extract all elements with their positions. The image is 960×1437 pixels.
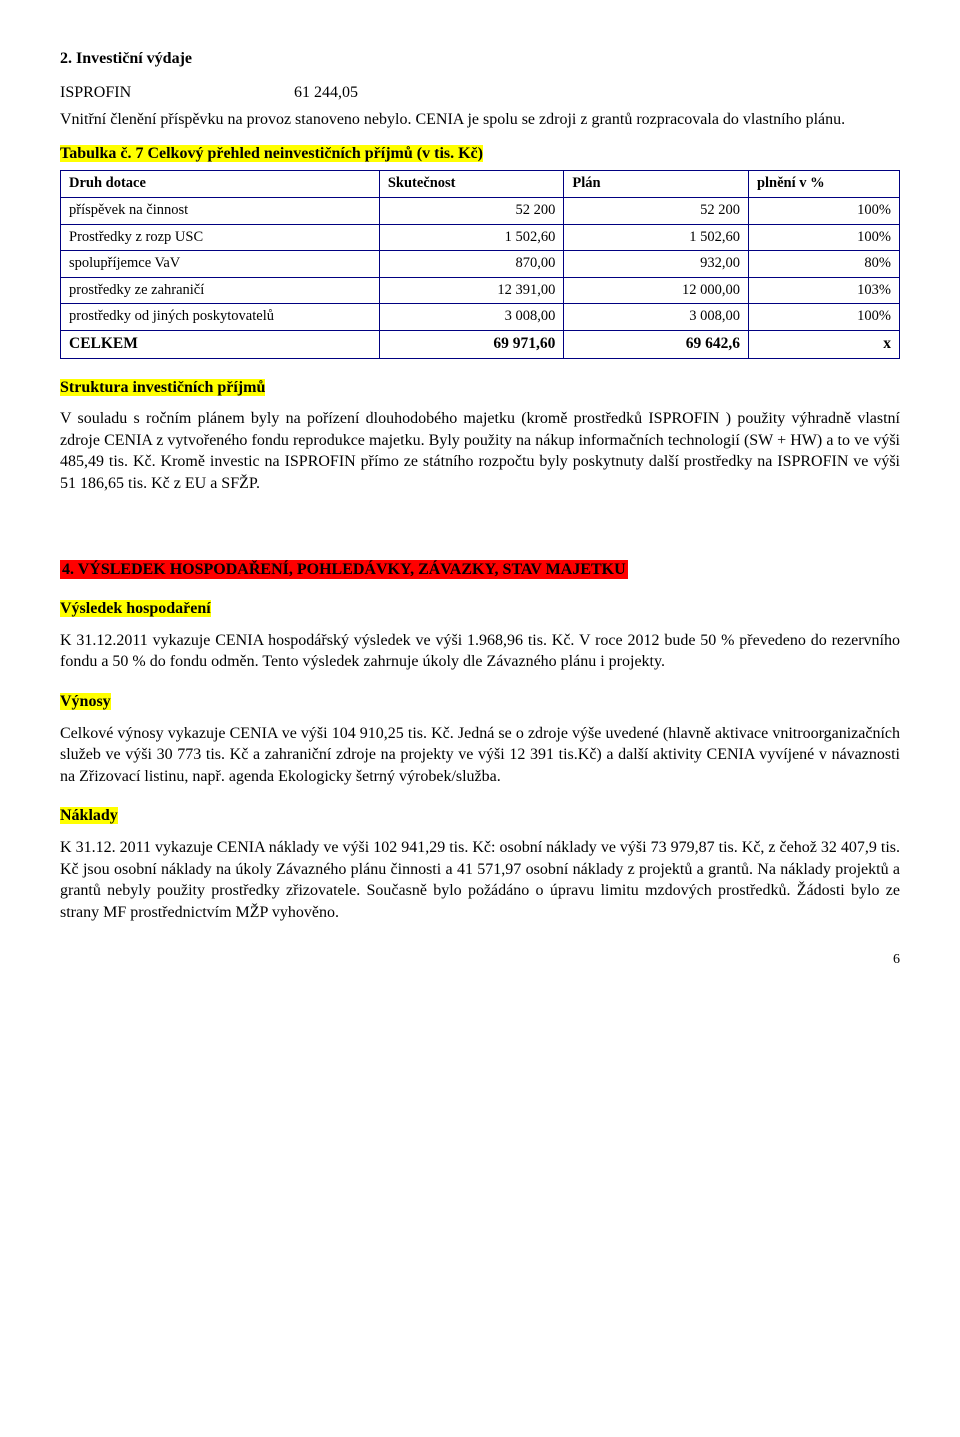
struct-paragraph: V souladu s ročním plánem byly na poříze… xyxy=(60,408,900,494)
row-value: 103% xyxy=(748,277,899,304)
row-label: příspěvek na činnost xyxy=(61,197,380,224)
vynosy-heading: Výnosy xyxy=(60,691,900,713)
row-value: 1 502,60 xyxy=(379,224,564,251)
vh-paragraph: K 31.12.2011 vykazuje CENIA hospodářský … xyxy=(60,630,900,673)
vynosy-heading-text: Výnosy xyxy=(60,693,111,710)
row-value: 932,00 xyxy=(564,251,749,278)
vh-heading-text: Výsledek hospodaření xyxy=(60,600,211,617)
table-header-row: Druh dotace Skutečnost Plán plnění v % xyxy=(61,171,900,198)
col-header: Druh dotace xyxy=(61,171,380,198)
income-table: Druh dotace Skutečnost Plán plnění v % p… xyxy=(60,170,900,358)
section2-paragraph: Vnitřní členění příspěvku na provoz stan… xyxy=(60,109,900,131)
section4-banner: 4. VÝSLEDEK HOSPODAŘENÍ, POHLEDÁVKY, ZÁV… xyxy=(60,559,900,581)
section4-heading: 4. VÝSLEDEK HOSPODAŘENÍ, POHLEDÁVKY, ZÁV… xyxy=(60,560,628,579)
row-value: 52 200 xyxy=(379,197,564,224)
spacer xyxy=(60,531,900,559)
vh-heading: Výsledek hospodaření xyxy=(60,598,900,620)
row-label: prostředky od jiných poskytovatelů xyxy=(61,304,380,331)
col-header: plnění v % xyxy=(748,171,899,198)
row-value: 100% xyxy=(748,197,899,224)
isprofin-label: ISPROFIN xyxy=(60,82,290,104)
col-header: Skutečnost xyxy=(379,171,564,198)
naklady-paragraph: K 31.12. 2011 vykazuje CENIA náklady ve … xyxy=(60,837,900,923)
row-value: 870,00 xyxy=(379,251,564,278)
section2-heading: 2. Investiční výdaje xyxy=(60,48,900,70)
total-value: 69 642,6 xyxy=(564,330,749,358)
struct-heading: Struktura investičních příjmů xyxy=(60,377,900,399)
total-label: CELKEM xyxy=(61,330,380,358)
naklady-heading: Náklady xyxy=(60,805,900,827)
struct-heading-text: Struktura investičních příjmů xyxy=(60,379,265,396)
row-value: 12 391,00 xyxy=(379,277,564,304)
table-row: prostředky od jiných poskytovatelů 3 008… xyxy=(61,304,900,331)
table-total-row: CELKEM 69 971,60 69 642,6 x xyxy=(61,330,900,358)
row-value: 100% xyxy=(748,304,899,331)
table-row: Prostředky z rozp USC 1 502,60 1 502,60 … xyxy=(61,224,900,251)
col-header: Plán xyxy=(564,171,749,198)
row-value: 3 008,00 xyxy=(379,304,564,331)
row-label: spolupříjemce VaV xyxy=(61,251,380,278)
total-value: 69 971,60 xyxy=(379,330,564,358)
vynosy-paragraph: Celkové výnosy vykazuje CENIA ve výši 10… xyxy=(60,723,900,788)
table-row: prostředky ze zahraničí 12 391,00 12 000… xyxy=(61,277,900,304)
table-caption: Tabulka č. 7 Celkový přehled neinvestičn… xyxy=(60,143,900,165)
table-row: příspěvek na činnost 52 200 52 200 100% xyxy=(61,197,900,224)
row-label: prostředky ze zahraničí xyxy=(61,277,380,304)
total-value: x xyxy=(748,330,899,358)
isprofin-line: ISPROFIN 61 244,05 xyxy=(60,82,900,104)
table-row: spolupříjemce VaV 870,00 932,00 80% xyxy=(61,251,900,278)
row-value: 3 008,00 xyxy=(564,304,749,331)
row-value: 100% xyxy=(748,224,899,251)
table-caption-text: Tabulka č. 7 Celkový přehled neinvestičn… xyxy=(60,145,483,162)
spacer xyxy=(60,503,900,531)
naklady-heading-text: Náklady xyxy=(60,807,118,824)
row-label: Prostředky z rozp USC xyxy=(61,224,380,251)
row-value: 12 000,00 xyxy=(564,277,749,304)
row-value: 80% xyxy=(748,251,899,278)
row-value: 1 502,60 xyxy=(564,224,749,251)
page-number: 6 xyxy=(60,951,900,970)
isprofin-value: 61 244,05 xyxy=(294,84,358,101)
row-value: 52 200 xyxy=(564,197,749,224)
